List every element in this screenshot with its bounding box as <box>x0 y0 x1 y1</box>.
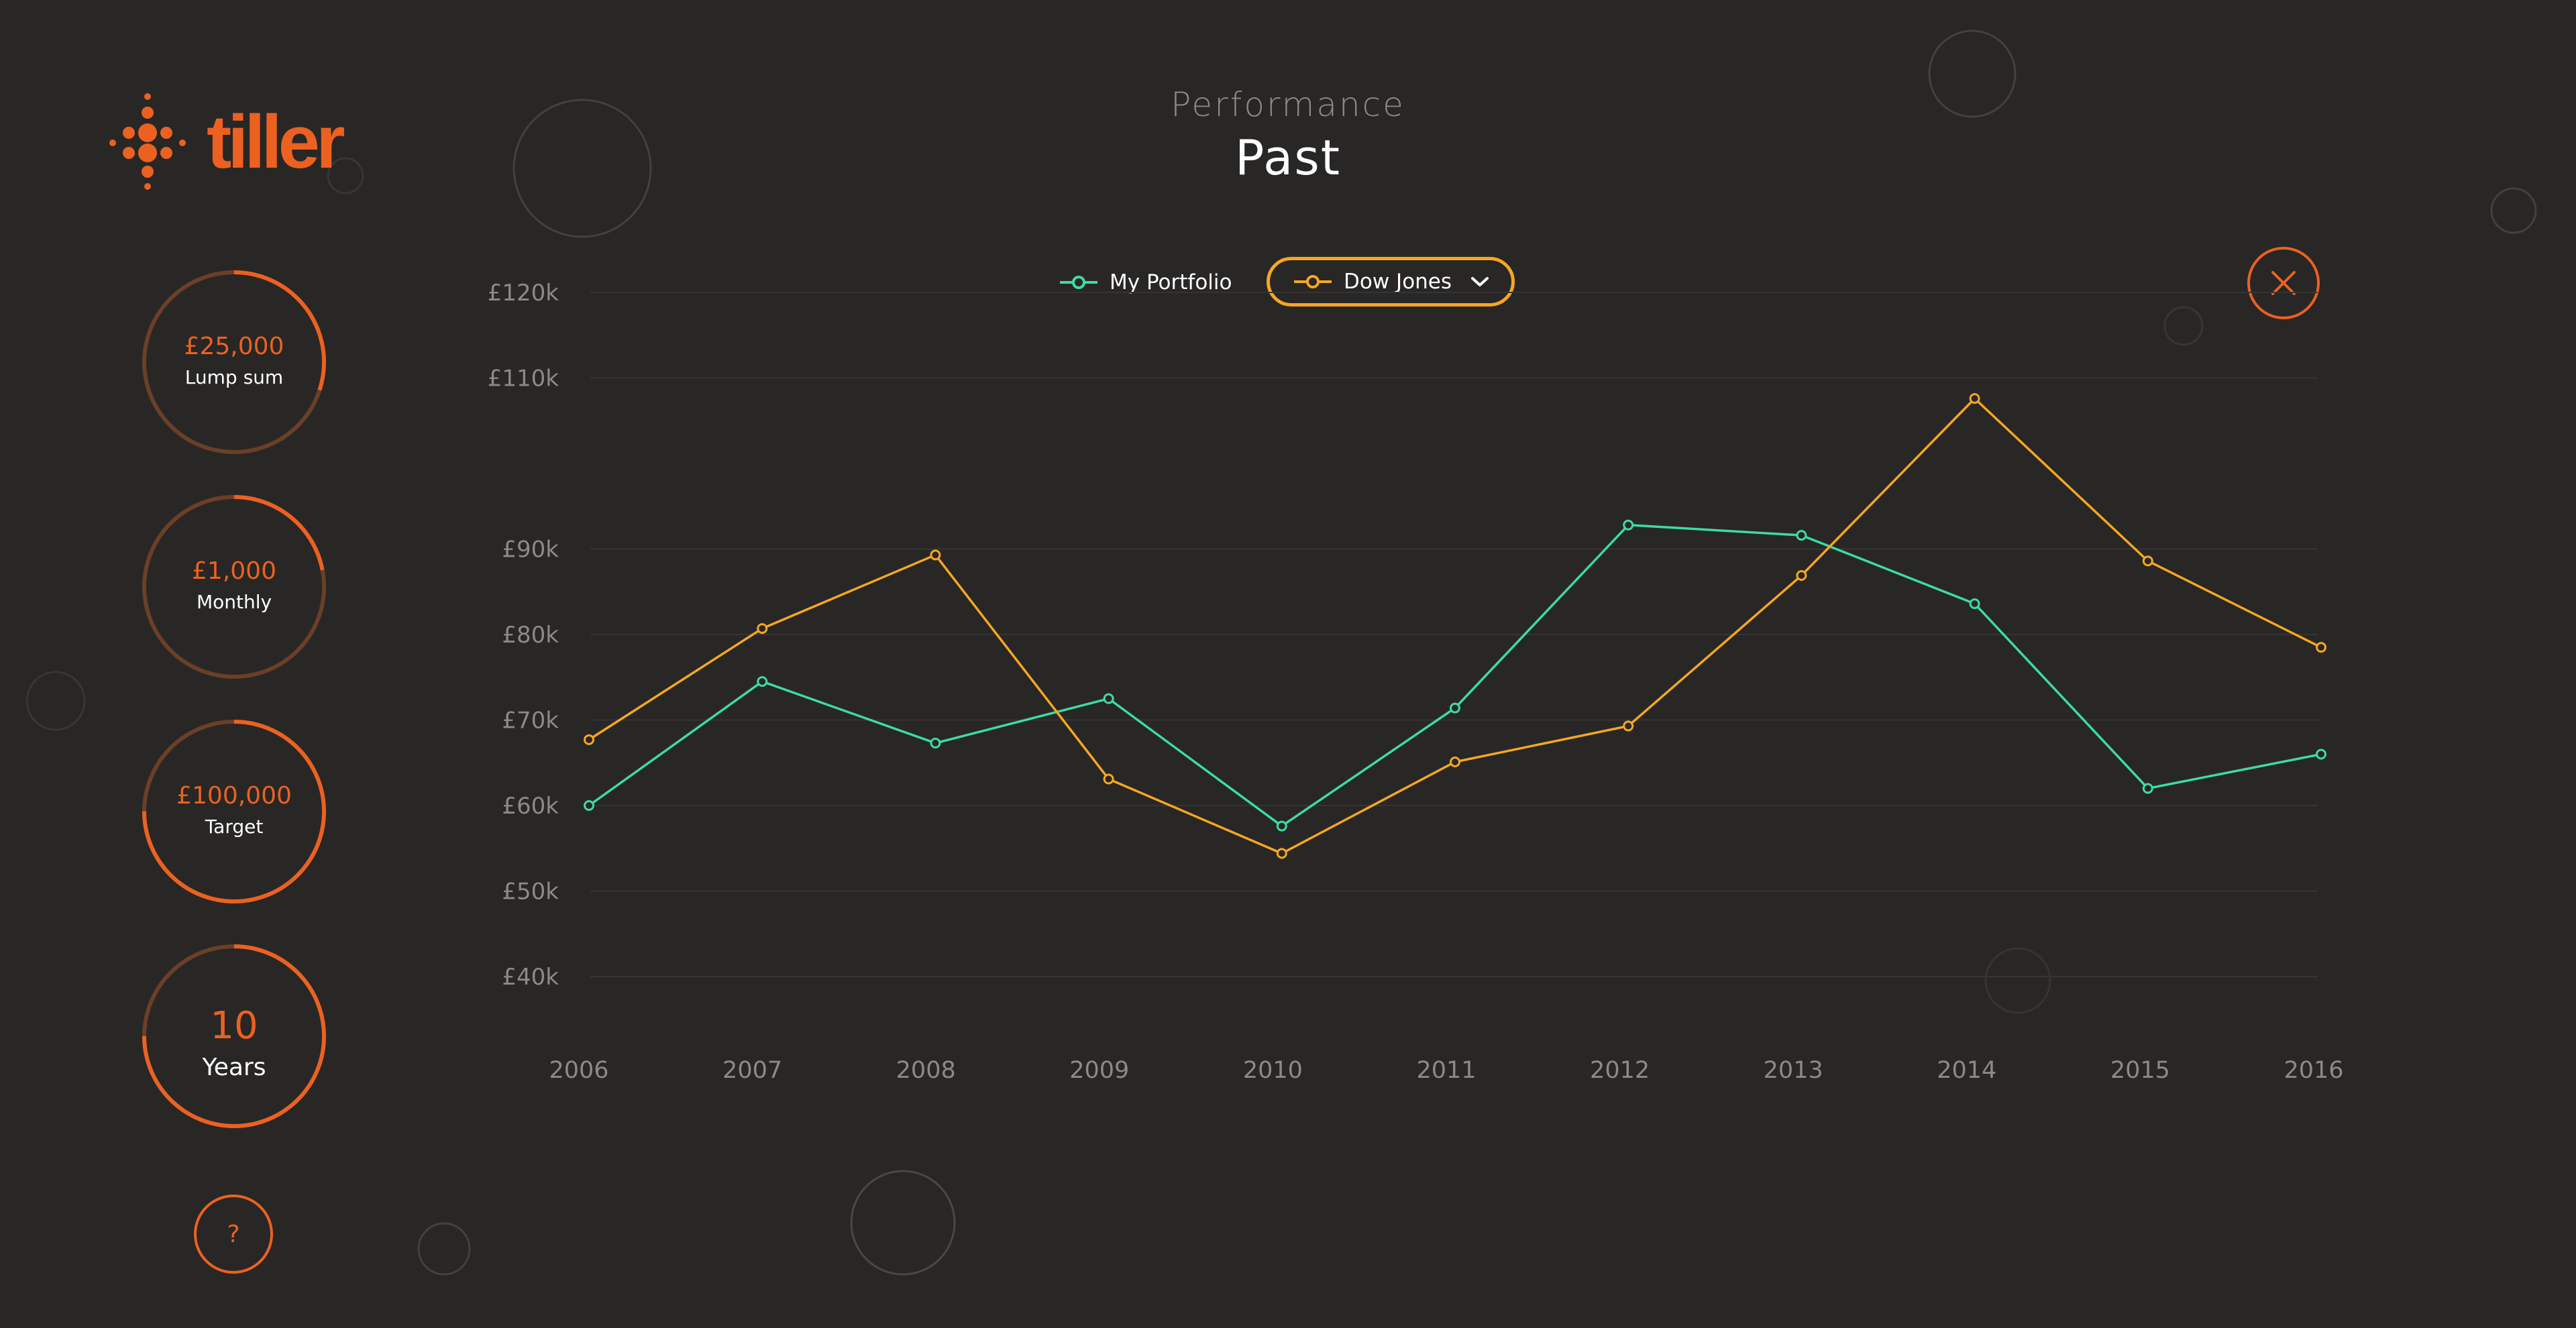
data-point <box>1970 394 1979 403</box>
data-point <box>1797 531 1806 540</box>
data-point <box>758 624 767 633</box>
x-tick-label: 2014 <box>1937 1057 1996 1084</box>
y-tick-label: £110k <box>488 366 559 392</box>
data-point <box>585 801 594 810</box>
x-tick-label: 2015 <box>2110 1057 2170 1084</box>
data-point <box>1277 849 1286 858</box>
data-point <box>1451 704 1460 712</box>
y-tick-label: £80k <box>502 622 559 649</box>
data-point <box>1277 822 1286 830</box>
data-point <box>1797 571 1806 580</box>
data-point <box>931 738 940 747</box>
series-line <box>589 398 2321 853</box>
x-tick-label: 2013 <box>1764 1057 1823 1084</box>
x-tick-label: 2016 <box>2284 1057 2343 1084</box>
y-tick-label: £60k <box>502 793 559 820</box>
data-point <box>2317 643 2326 652</box>
data-point <box>758 677 767 686</box>
x-tick-label: 2008 <box>896 1057 956 1084</box>
series-line <box>589 525 2321 826</box>
data-point <box>1104 775 1113 783</box>
data-point <box>2317 750 2326 759</box>
x-tick-label: 2009 <box>1069 1057 1129 1084</box>
y-tick-label: £40k <box>502 964 559 991</box>
x-tick-label: 2012 <box>1590 1057 1650 1084</box>
x-tick-label: 2010 <box>1243 1057 1303 1084</box>
y-tick-label: £90k <box>502 537 559 563</box>
data-point <box>1970 600 1979 608</box>
data-point <box>1624 722 1633 730</box>
y-tick-label: £70k <box>502 708 559 734</box>
data-point <box>1451 757 1460 766</box>
data-point <box>931 551 940 559</box>
y-tick-label: £50k <box>502 879 559 905</box>
data-point <box>1624 520 1633 529</box>
x-tick-label: 2007 <box>722 1057 782 1084</box>
x-tick-label: 2006 <box>549 1057 608 1084</box>
x-tick-label: 2011 <box>1416 1057 1476 1084</box>
data-point <box>585 735 594 744</box>
data-point <box>1104 694 1113 703</box>
data-point <box>2143 784 2152 793</box>
y-tick-label: £120k <box>488 280 559 307</box>
data-point <box>2143 557 2152 565</box>
